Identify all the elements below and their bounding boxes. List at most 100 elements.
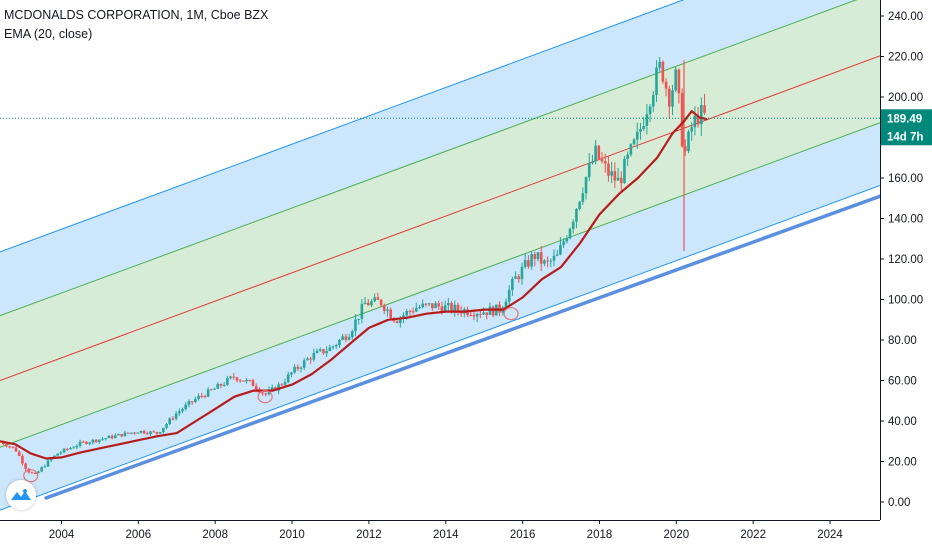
symbol-title: MCDONALDS CORPORATION, 1M, Cboe BZX [4, 8, 269, 22]
candle-body [162, 427, 165, 433]
candle-body [11, 446, 15, 448]
candle-body [619, 177, 623, 184]
candle-body [338, 339, 341, 345]
candle-body [382, 305, 386, 311]
candle-body [174, 413, 178, 419]
candle-body [398, 317, 402, 323]
candle-body [402, 315, 405, 318]
candle-body [286, 374, 290, 383]
candle-body [629, 144, 633, 155]
candle-body [72, 447, 75, 449]
candle-body [101, 438, 104, 440]
candle-body [479, 314, 482, 316]
candle-body [75, 445, 79, 448]
candle-body [229, 376, 232, 379]
candle-body [78, 441, 82, 446]
candle-body [49, 458, 53, 461]
candle-body [667, 88, 671, 107]
candle-body [181, 409, 184, 412]
candle-body [671, 90, 674, 107]
candle-body [206, 389, 210, 397]
candle-body [523, 260, 527, 267]
candle-body [485, 312, 489, 315]
x-tick-label: 2010 [279, 529, 305, 541]
candle-body [187, 401, 191, 405]
candle-body [133, 432, 136, 434]
candle-body [88, 442, 91, 444]
candle-body [85, 441, 88, 444]
candle-body [613, 171, 617, 181]
candle-body [200, 395, 204, 397]
candle-body [5, 443, 8, 447]
candle-body [453, 304, 457, 312]
y-tick-label: 80.00 [888, 335, 917, 347]
time-axis-group: 2004 2006 2008 2010 2012 2014 2016 2018 2020 2022… [0, 520, 881, 550]
candle-body [571, 221, 575, 229]
candle-body [43, 466, 47, 468]
candle-body [14, 447, 18, 452]
tradingview-logo[interactable] [6, 480, 36, 510]
candle-body [158, 432, 162, 434]
candle-body [607, 163, 610, 176]
candle-body [555, 254, 559, 256]
candle-body [113, 435, 117, 439]
candle-body [434, 303, 437, 309]
candle-body [639, 129, 642, 132]
channel-inner-band [0, 0, 880, 448]
candle-body [408, 311, 412, 313]
candle-body [110, 435, 114, 439]
candle-body [312, 353, 316, 360]
x-tick-label: 2018 [587, 529, 613, 541]
candle-body [360, 304, 364, 319]
y-tick-label: 160.00 [888, 173, 923, 185]
candle-body [376, 297, 380, 300]
candle-body [146, 433, 149, 435]
candle-body [8, 446, 11, 448]
x-tick-label: 2004 [49, 529, 75, 541]
candle-body [536, 252, 540, 259]
candle-body [683, 146, 687, 152]
candle-body [62, 448, 66, 453]
candle-body [194, 398, 197, 402]
candle-body [210, 389, 213, 391]
candle-body [165, 423, 168, 428]
candle-body [280, 384, 284, 386]
highlight-circle [503, 307, 519, 321]
candle-body [129, 432, 133, 434]
candle-body [366, 302, 370, 306]
candle-body [549, 260, 553, 262]
x-tick-label: 2006 [126, 529, 152, 541]
x-tick-label: 2022 [740, 529, 766, 541]
price-axis-group: 240.00220.00200.00180.00160.00140.00120.… [880, 0, 932, 550]
x-tick-label: 2014 [433, 529, 459, 541]
candle-body [97, 439, 101, 442]
candle-body [674, 69, 677, 91]
candle-body [142, 430, 146, 434]
candle-body [539, 252, 543, 264]
candle-body [581, 193, 585, 202]
circle-marks-group [23, 307, 519, 483]
time-axis-bg [0, 520, 881, 550]
candle-body [703, 105, 706, 113]
candle-body [386, 309, 389, 311]
support-trendline [44, 194, 880, 500]
candle-body [21, 455, 24, 464]
candle-body [213, 388, 216, 390]
candle-body [456, 304, 460, 311]
candle-body [235, 377, 239, 381]
candle-body [24, 463, 27, 469]
channel-median-line [0, 55, 880, 381]
candle-body [357, 318, 360, 320]
candle-body [283, 382, 287, 385]
channel-lines [0, 0, 880, 511]
x-tick-label: 2020 [664, 529, 690, 541]
candle-body [65, 448, 69, 450]
y-tick-label: 220.00 [888, 52, 923, 64]
candle-body [527, 260, 530, 267]
candle-body [559, 244, 562, 255]
candle-body [309, 358, 312, 360]
candle-body [104, 438, 107, 440]
candle-body [677, 69, 681, 94]
